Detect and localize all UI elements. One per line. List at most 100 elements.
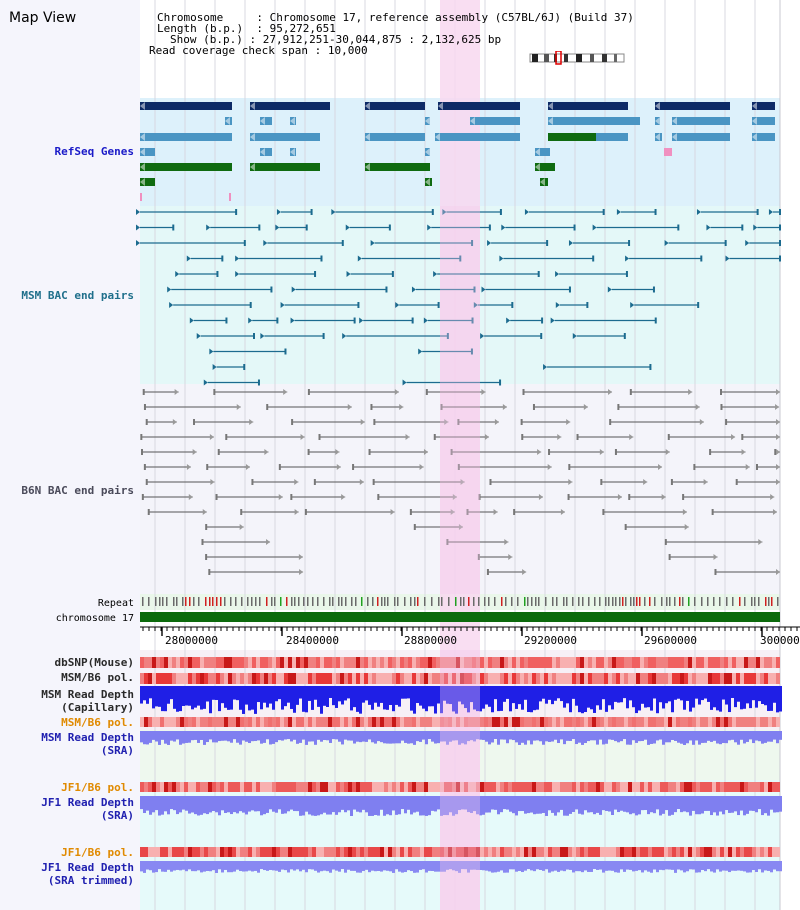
track-label-repeat[interactable]: Repeat (97, 598, 134, 609)
ideogram-band (544, 54, 549, 62)
read-depth-bar (317, 861, 320, 873)
snp-density-cell (660, 657, 664, 668)
bac-end-marker (546, 240, 549, 246)
read-depth-bar (413, 796, 416, 813)
repeat-element (205, 597, 207, 606)
bac-end-marker (359, 479, 364, 485)
snp-density-cell (232, 657, 236, 668)
track-label-msm-read-depth-capillary[interactable]: MSM Read Depth (41, 688, 134, 701)
snp-density-cell (584, 657, 588, 668)
polymorphism-cell (224, 782, 228, 792)
repeat-element (266, 597, 268, 606)
bac-end-marker (699, 419, 704, 425)
read-depth-bar (419, 861, 422, 870)
read-depth-bar (455, 796, 458, 815)
read-depth-bar (710, 861, 713, 872)
read-depth-bar (170, 731, 173, 741)
polymorphism-cell (592, 717, 596, 727)
polymorphism-cell (360, 673, 364, 684)
track-label-msm-b6-pol-sra[interactable]: MSM/B6 pol. (61, 716, 134, 729)
polymorphism-cell (564, 782, 568, 792)
read-depth-bar (434, 861, 437, 872)
bac-end-marker (720, 404, 723, 410)
polymorphism-cell (584, 673, 588, 684)
polymorphism-cell (720, 847, 724, 857)
read-depth-bar (632, 686, 635, 708)
read-depth-bar (605, 861, 608, 871)
read-depth-bar (428, 796, 431, 816)
polymorphism-cell (516, 717, 520, 727)
track-label-b6n-bac[interactable]: B6N BAC end pairs (21, 484, 134, 497)
polymorphism-cell (356, 847, 360, 857)
polymorphism-cell (140, 782, 144, 792)
repeat-element (230, 597, 232, 606)
gene-feature (752, 102, 775, 110)
track-label-capillary: (Capillary) (61, 701, 134, 714)
read-depth-bar (158, 731, 161, 745)
polymorphism-cell (296, 717, 300, 727)
snp-density-cell (328, 657, 332, 668)
bac-end-marker (460, 479, 465, 485)
polymorphism-cell (364, 782, 368, 792)
polymorphism-cell (740, 673, 744, 684)
read-depth-bar (197, 731, 200, 743)
repeat-element (355, 597, 357, 606)
track-label-msm-bac[interactable]: MSM BAC end pairs (21, 289, 134, 302)
read-depth-bar (347, 861, 350, 870)
read-depth-bar (182, 861, 185, 870)
polymorphism-cell (524, 782, 528, 792)
track-label-dbsnp[interactable]: dbSNP(Mouse) (54, 656, 134, 669)
polymorphism-cell (344, 673, 348, 684)
snp-density-cell (212, 657, 216, 668)
read-depth-bar (161, 731, 164, 740)
repeat-element (338, 597, 340, 606)
track-label-jf1-read-depth-sra[interactable]: JF1 Read Depth (41, 796, 134, 809)
polymorphism-cell (572, 847, 576, 857)
snp-density-cell (352, 657, 356, 668)
read-depth-bar (602, 796, 605, 811)
bac-end-marker (266, 539, 271, 545)
polymorphism-cell (772, 673, 776, 684)
track-label-msm-read-depth-sra[interactable]: MSM Read Depth (41, 731, 134, 744)
polymorphism-cell (632, 847, 636, 857)
chromosome-ideogram[interactable] (528, 51, 628, 65)
gene-arrow (655, 133, 660, 141)
read-depth-bar (689, 861, 692, 870)
track-label-msm-b6-pol[interactable]: MSM/B6 pol. (61, 671, 134, 684)
gene-arrow (140, 148, 145, 156)
polymorphism-cell (384, 782, 388, 792)
track-label-jf1-b6-pol[interactable]: JF1/B6 pol. (61, 781, 134, 794)
read-depth-bar (566, 861, 569, 870)
read-depth-bar (731, 686, 734, 699)
polymorphism-cell (420, 717, 424, 727)
track-label-refseq[interactable]: RefSeq Genes (54, 145, 134, 158)
read-depth-bar (473, 796, 476, 812)
read-depth-bar (254, 796, 257, 812)
track-label-jf1-b6-pol-trimmed[interactable]: JF1/B6 pol. (61, 846, 134, 859)
read-depth-bar (437, 796, 440, 810)
read-depth-bar (206, 686, 209, 702)
polymorphism-cell (744, 782, 748, 792)
read-depth-bar (578, 796, 581, 814)
read-depth-bar (695, 796, 698, 815)
repeat-element (505, 597, 507, 606)
polymorphism-cell (240, 717, 244, 727)
snp-density-cell (728, 657, 732, 668)
read-depth-bar (452, 731, 455, 741)
polymorphism-cell (664, 847, 668, 857)
read-depth-bar (203, 796, 206, 814)
bac-end-marker (409, 509, 412, 515)
track-label-chromosome[interactable]: chromosome 17 (55, 613, 134, 624)
polymorphism-cell (644, 782, 648, 792)
track-label-jf1-read-depth-trimmed[interactable]: JF1 Read Depth (41, 861, 134, 874)
read-depth-bar (350, 796, 353, 816)
polymorphism-cell (404, 782, 408, 792)
repeat-element (765, 597, 767, 606)
read-depth-bar (668, 861, 671, 870)
bac-end-marker (203, 379, 208, 386)
polymorphism-cell (736, 717, 740, 727)
snp-density-cell (248, 657, 252, 668)
polymorphism-cell (152, 717, 156, 727)
read-depth-bar (551, 731, 554, 742)
read-depth-bar (146, 731, 149, 745)
